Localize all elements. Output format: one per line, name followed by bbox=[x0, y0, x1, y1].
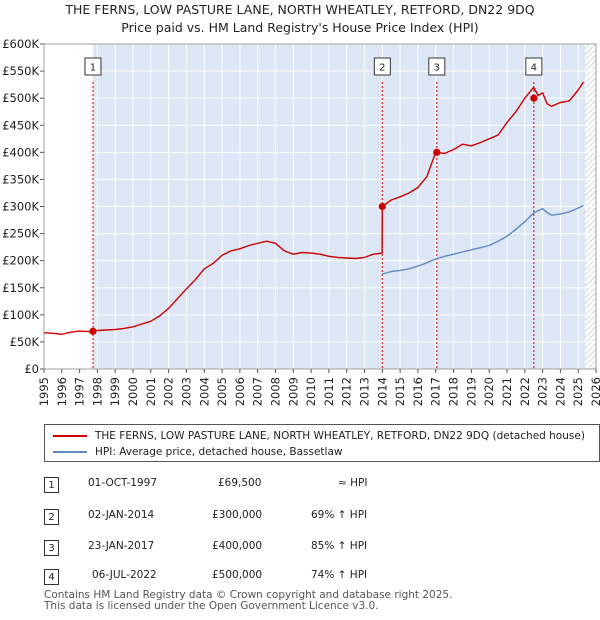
sale-date: 06-JUL-2022 bbox=[92, 569, 157, 581]
footer-licence: This data is licensed under the Open Gov… bbox=[44, 600, 379, 612]
legend-item-property: THE FERNS, LOW PASTURE LANE, NORTH WHEAT… bbox=[53, 428, 585, 444]
sale-date: 23-JAN-2017 bbox=[88, 540, 155, 552]
sale-label-box bbox=[525, 57, 543, 76]
x-tick-label: 2005 bbox=[215, 377, 229, 406]
x-tick-label: 2003 bbox=[179, 377, 193, 406]
chart-legend: THE FERNS, LOW PASTURE LANE, NORTH WHEAT… bbox=[44, 424, 600, 462]
x-tick-label: 2012 bbox=[340, 377, 354, 406]
x-tick-label: 2006 bbox=[233, 377, 247, 406]
chart-title: THE FERNS, LOW PASTURE LANE, NORTH WHEAT… bbox=[65, 2, 535, 17]
chart-subtitle: Price paid vs. HM Land Registry's House … bbox=[121, 20, 479, 35]
price-chart: 1 2 3 4 £0 £50K £100K £150K £200K £250K £300K £350… bbox=[2, 37, 600, 406]
y-tick-label: £350K bbox=[2, 172, 39, 186]
x-tick-label: 2025 bbox=[571, 377, 585, 406]
sale-date: 01-OCT-1997 bbox=[88, 477, 157, 489]
x-tick-label: 2022 bbox=[518, 377, 532, 406]
x-tick-label: 2021 bbox=[500, 377, 514, 406]
x-tick-label: 2018 bbox=[447, 377, 461, 406]
property-price-line bbox=[43, 81, 585, 335]
x-tick-label: 1996 bbox=[55, 377, 69, 406]
x-tick-label: 1998 bbox=[90, 377, 104, 406]
x-tick-label: 2020 bbox=[482, 377, 496, 406]
legend-label-hpi: HPI: Average price, detached house, Bass… bbox=[95, 446, 343, 458]
sale-label: 3 bbox=[434, 63, 440, 74]
x-tick-label: 2014 bbox=[375, 377, 389, 406]
x-tick-label: 2011 bbox=[322, 377, 336, 406]
y-tick-label: £400K bbox=[2, 145, 39, 159]
sale-hpi: 69% ↑ HPI bbox=[311, 509, 368, 521]
sale-hpi: 85% ↑ HPI bbox=[311, 540, 368, 552]
x-tick-label: 2024 bbox=[553, 377, 567, 406]
sale-point bbox=[378, 202, 386, 211]
y-tick-label: £550K bbox=[2, 64, 39, 78]
y-tick-label: £50K bbox=[10, 335, 40, 349]
y-tick-label: £600K bbox=[2, 37, 39, 51]
sale-hpi: 74% ↑ HPI bbox=[311, 569, 368, 581]
x-tick-label: 1999 bbox=[108, 377, 122, 406]
y-tick-label: £200K bbox=[2, 254, 39, 268]
sale-point bbox=[89, 327, 97, 335]
sale-label-box bbox=[428, 57, 446, 76]
x-tick-label: 2016 bbox=[411, 377, 425, 406]
y-tick-label: £300K bbox=[2, 200, 39, 214]
x-tick-label: 1995 bbox=[37, 377, 51, 406]
sale-price: £69,500 bbox=[218, 477, 262, 489]
sale-point bbox=[433, 148, 441, 156]
sale-label-box bbox=[373, 57, 391, 76]
legend-item-hpi: HPI: Average price, detached house, Bass… bbox=[53, 444, 342, 460]
x-tick-label: 2017 bbox=[429, 377, 443, 406]
legend-swatch-property bbox=[53, 435, 87, 437]
x-tick-label: 2023 bbox=[536, 377, 550, 406]
sale-point bbox=[530, 94, 538, 102]
x-tick-label: 2007 bbox=[251, 377, 265, 406]
y-tick-label: £450K bbox=[2, 118, 39, 132]
sale-hpi: ≈ HPI bbox=[338, 477, 368, 489]
x-tick-label: 2004 bbox=[197, 377, 211, 406]
x-tick-label: 2015 bbox=[393, 377, 407, 406]
x-tick-label: 2013 bbox=[358, 377, 372, 406]
sale-price: £400,000 bbox=[212, 540, 263, 552]
x-tick-label: 2008 bbox=[268, 377, 282, 406]
sale-label: 2 bbox=[379, 63, 385, 74]
x-tick-label: 2000 bbox=[126, 377, 140, 406]
legend-swatch-hpi bbox=[53, 451, 87, 453]
x-tick-label: 2009 bbox=[286, 377, 300, 406]
x-tick-label: 1997 bbox=[73, 377, 87, 406]
x-tick-label: 2010 bbox=[304, 377, 318, 406]
sale-price: £300,000 bbox=[212, 509, 263, 521]
x-tick-label: 2001 bbox=[144, 377, 158, 406]
x-tick-label: 2002 bbox=[162, 377, 176, 406]
sale-badge: 3 bbox=[44, 540, 59, 556]
y-tick-label: £100K bbox=[2, 308, 39, 322]
sale-badge: 1 bbox=[44, 477, 59, 493]
y-tick-label: £250K bbox=[2, 227, 39, 241]
sale-label: 1 bbox=[90, 63, 96, 74]
sale-date: 02-JAN-2014 bbox=[88, 509, 155, 521]
y-tick-label: £150K bbox=[2, 281, 39, 295]
x-tick-label: 2026 bbox=[589, 377, 600, 406]
footer: Contains HM Land Registry data © Crown c… bbox=[44, 590, 452, 612]
sale-price: £500,000 bbox=[212, 569, 263, 581]
sale-badge: 4 bbox=[44, 569, 59, 585]
y-tick-label: £0 bbox=[24, 362, 39, 376]
sale-badge: 2 bbox=[44, 509, 59, 525]
footer-copyright: Contains HM Land Registry data © Crown c… bbox=[44, 589, 453, 601]
sale-label-box bbox=[84, 57, 102, 76]
x-tick-label: 2019 bbox=[464, 377, 478, 406]
sale-label: 4 bbox=[531, 63, 537, 74]
hpi-line bbox=[381, 204, 584, 275]
y-tick-label: £500K bbox=[2, 91, 39, 105]
legend-label-property: THE FERNS, LOW PASTURE LANE, NORTH WHEAT… bbox=[95, 430, 585, 442]
